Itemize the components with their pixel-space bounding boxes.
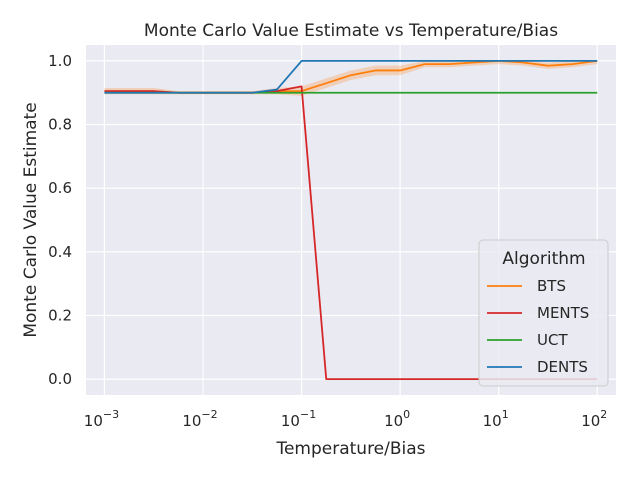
legend: Algorithm BTS MENTS UCT DENTS	[478, 239, 609, 387]
x-tick-label: 10−1	[281, 408, 316, 430]
legend-label-dents: DENTS	[537, 358, 588, 376]
x-tick-label: 10−2	[182, 408, 217, 430]
y-tick-label: 1.0	[48, 52, 72, 70]
legend-label-uct: UCT	[537, 331, 568, 349]
band-bts	[104, 60, 598, 96]
chart-title: Monte Carlo Value Estimate vs Temperatur…	[144, 21, 558, 41]
grid	[86, 45, 616, 395]
legend-box	[478, 239, 609, 387]
series-line-dents	[104, 60, 598, 94]
x-tick-label: 102	[581, 408, 607, 430]
series-lines	[104, 60, 598, 380]
y-tick-label: 0.2	[48, 306, 72, 324]
y-tick-label: 0.8	[48, 116, 72, 134]
legend-label-ments: MENTS	[537, 304, 589, 322]
y-tick-label: 0.4	[48, 243, 72, 261]
x-tick-label: 100	[384, 408, 410, 430]
y-tick-labels: 0.0 0.2 0.4 0.6 0.8 1.0	[48, 52, 72, 388]
y-tick-label: 0.0	[48, 370, 72, 388]
x-tick-label: 101	[483, 408, 509, 430]
x-tick-label: 10−3	[84, 408, 119, 430]
legend-label-bts: BTS	[537, 277, 566, 295]
legend-title: Algorithm	[502, 249, 585, 269]
confidence-bands	[104, 60, 598, 96]
x-tick-labels: 10−3 10−2 10−1 100 101 102	[84, 408, 608, 430]
x-axis-label: Temperature/Bias	[275, 439, 425, 459]
y-tick-label: 0.6	[48, 179, 72, 197]
y-axis-label: Monte Carlo Value Estimate	[21, 102, 41, 337]
